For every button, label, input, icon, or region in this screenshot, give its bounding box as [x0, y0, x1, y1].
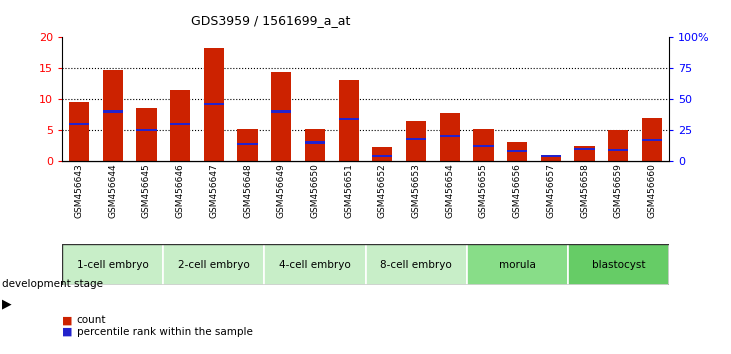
- Text: GSM456660: GSM456660: [648, 164, 656, 218]
- Text: GSM456657: GSM456657: [546, 164, 556, 218]
- Bar: [305, 129, 325, 161]
- Text: GSM456646: GSM456646: [175, 164, 185, 218]
- Text: ■: ■: [62, 315, 72, 325]
- Bar: [439, 113, 460, 161]
- Text: GSM456651: GSM456651: [344, 164, 353, 218]
- Text: GSM456644: GSM456644: [108, 164, 117, 218]
- Bar: [372, 155, 393, 157]
- Text: GSM456643: GSM456643: [75, 164, 83, 218]
- Bar: [474, 130, 493, 161]
- Text: blastocyst: blastocyst: [591, 259, 645, 270]
- Bar: [102, 70, 123, 161]
- Bar: [338, 80, 359, 161]
- Bar: [69, 123, 89, 125]
- Text: GSM456658: GSM456658: [580, 164, 589, 218]
- Bar: [204, 103, 224, 105]
- Bar: [642, 118, 662, 161]
- Text: GDS3959 / 1561699_a_at: GDS3959 / 1561699_a_at: [191, 14, 350, 27]
- Bar: [305, 141, 325, 144]
- Text: 1-cell embryo: 1-cell embryo: [77, 259, 148, 270]
- Text: GSM456652: GSM456652: [378, 164, 387, 218]
- Text: GSM456649: GSM456649: [277, 164, 286, 218]
- Text: GSM456650: GSM456650: [311, 164, 319, 218]
- Text: GSM456645: GSM456645: [142, 164, 151, 218]
- Bar: [62, 244, 163, 285]
- Text: percentile rank within the sample: percentile rank within the sample: [77, 327, 253, 337]
- Text: ■: ■: [62, 327, 72, 337]
- Bar: [204, 48, 224, 161]
- Bar: [271, 73, 292, 161]
- Text: morula: morula: [499, 259, 536, 270]
- Text: GSM456656: GSM456656: [512, 164, 522, 218]
- Bar: [69, 102, 89, 161]
- Bar: [575, 146, 595, 161]
- Text: development stage: development stage: [2, 279, 103, 290]
- Bar: [474, 145, 493, 147]
- Text: GSM456655: GSM456655: [479, 164, 488, 218]
- Bar: [642, 139, 662, 141]
- Bar: [608, 130, 629, 161]
- Text: GSM456648: GSM456648: [243, 164, 252, 218]
- Bar: [170, 123, 190, 125]
- Text: 4-cell embryo: 4-cell embryo: [279, 259, 351, 270]
- Bar: [238, 143, 257, 145]
- Bar: [507, 142, 527, 161]
- Text: ▶: ▶: [2, 298, 12, 311]
- Bar: [170, 90, 190, 161]
- Bar: [102, 110, 123, 113]
- Bar: [575, 148, 595, 150]
- Bar: [265, 244, 366, 285]
- Bar: [372, 147, 393, 161]
- Text: GSM456653: GSM456653: [412, 164, 420, 218]
- Text: GSM456654: GSM456654: [445, 164, 454, 218]
- Text: GSM456659: GSM456659: [614, 164, 623, 218]
- Text: 2-cell embryo: 2-cell embryo: [178, 259, 250, 270]
- Text: count: count: [77, 315, 106, 325]
- Bar: [541, 155, 561, 161]
- Bar: [271, 110, 292, 113]
- Bar: [136, 108, 156, 161]
- Bar: [507, 150, 527, 152]
- Bar: [439, 135, 460, 137]
- Bar: [136, 129, 156, 131]
- Bar: [366, 244, 466, 285]
- Bar: [163, 244, 265, 285]
- Bar: [608, 149, 629, 151]
- Bar: [338, 118, 359, 120]
- Text: GSM456647: GSM456647: [209, 164, 219, 218]
- Bar: [541, 155, 561, 157]
- Bar: [406, 121, 426, 161]
- Bar: [406, 138, 426, 140]
- Bar: [466, 244, 568, 285]
- Bar: [238, 130, 257, 161]
- Bar: [568, 244, 669, 285]
- Text: 8-cell embryo: 8-cell embryo: [380, 259, 452, 270]
